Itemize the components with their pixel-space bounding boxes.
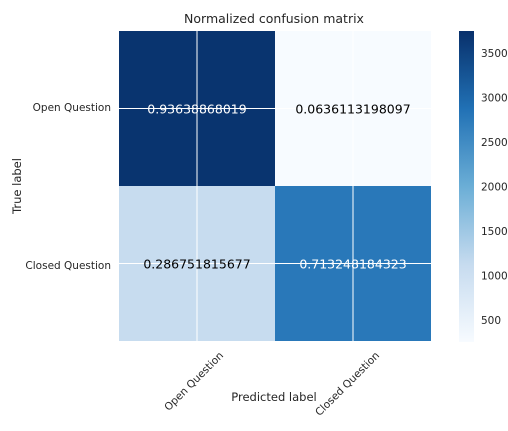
chart-title: Normalized confusion matrix: [184, 11, 364, 26]
colorbar-tick-3500: 3500: [481, 48, 508, 60]
colorbar-tick-2500: 2500: [481, 137, 508, 149]
colorbar-tick-1500: 1500: [481, 226, 508, 238]
colorbar-tick-2000: 2000: [481, 182, 508, 194]
col-label-closed-question: Closed Question: [313, 350, 382, 419]
colorbar-tick-500: 500: [481, 315, 501, 327]
gridlines: [115, 31, 431, 341]
colorbar-tick-3000: 3000: [481, 93, 508, 105]
colorbar: [459, 31, 474, 342]
matrix-cells: [119, 31, 431, 341]
cell-value-1-1: 0.713248184323: [299, 257, 406, 272]
cell-value-1-0: 0.286751815677: [143, 257, 250, 272]
row-label-open-question: Open Question: [33, 102, 111, 114]
x-axis-label: Predicted label: [231, 390, 316, 404]
colorbar-tick-1000: 1000: [481, 270, 508, 282]
cell-value-0-1: 0.0636113198097: [295, 102, 410, 117]
row-label-closed-question: Closed Question: [25, 260, 111, 272]
colorbar-ticks: 500 1000 1500 2000 2500 3000 3500: [481, 48, 508, 327]
cell-value-0-0: 0.93638868019: [147, 102, 246, 117]
col-label-open-question: Open Question: [162, 350, 226, 414]
cell-values: 0.93638868019 0.0636113198097 0.2867518156…: [143, 102, 410, 272]
y-axis-label: True label: [10, 158, 24, 215]
